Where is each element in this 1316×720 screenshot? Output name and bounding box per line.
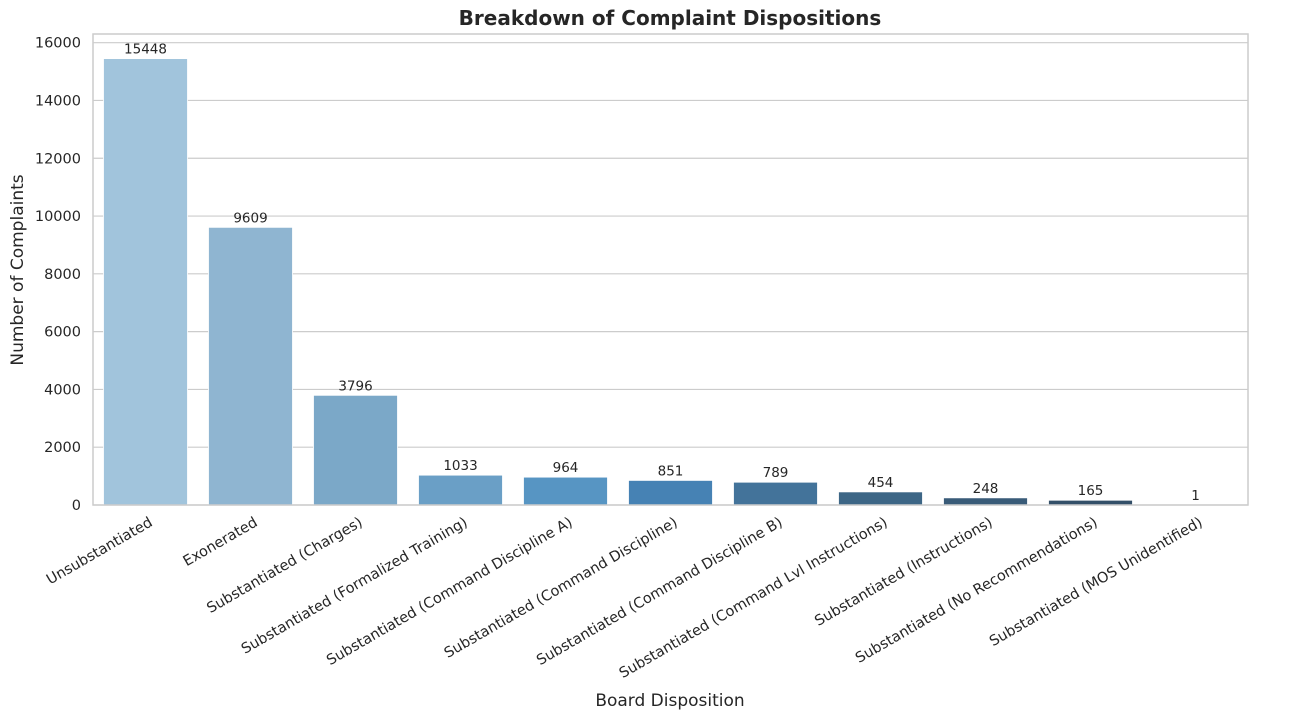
data-label: 454	[868, 475, 894, 491]
data-label: 248	[973, 481, 999, 497]
bar	[313, 394, 398, 506]
data-label: 789	[763, 465, 789, 481]
bar	[838, 491, 923, 506]
y-tick-label: 0	[72, 498, 81, 514]
x-tick-label: Substantiated (MOS Unidentified)	[987, 515, 1206, 650]
y-tick-label: 4000	[44, 382, 81, 398]
data-labels: 15448 9609 3796 1033 964 851 789 454 248 165 1	[124, 42, 1200, 504]
x-tick-label: Exonerated	[181, 515, 261, 570]
data-label: 15448	[124, 42, 167, 58]
bar	[418, 474, 503, 506]
data-label: 165	[1078, 483, 1104, 499]
bar	[943, 497, 1028, 506]
plot-frame	[92, 33, 1249, 506]
data-label: 851	[658, 463, 684, 479]
data-label: 964	[553, 460, 579, 476]
bar	[628, 480, 713, 506]
x-tick-label: Substantiated (Instructions)	[812, 515, 995, 630]
chart-title: Breakdown of Complaint Dispositions	[459, 6, 882, 30]
y-tick-label: 10000	[35, 209, 81, 225]
data-label: 1	[1191, 488, 1200, 504]
data-label: 3796	[338, 378, 372, 394]
x-tick-label: Substantiated (Formalized Training)	[239, 515, 471, 658]
data-label: 1033	[443, 458, 477, 474]
bar	[523, 476, 608, 506]
bar	[208, 226, 293, 506]
y-axis-ticks: 0 2000 4000 6000 8000 10000 12000 14000 16000	[35, 36, 81, 514]
y-tick-label: 14000	[35, 93, 81, 109]
y-tick-label: 6000	[44, 325, 81, 341]
y-axis-label: Number of Complaints	[8, 174, 28, 365]
x-axis-label: Board Disposition	[595, 691, 744, 711]
bars	[103, 58, 1238, 506]
bar	[733, 481, 818, 506]
data-label: 9609	[233, 210, 267, 226]
x-tick-label: Unsubstantiated	[44, 515, 155, 589]
y-tick-label: 2000	[44, 440, 81, 456]
y-tick-label: 16000	[35, 36, 81, 52]
bar	[103, 58, 188, 506]
y-tick-label: 12000	[35, 151, 81, 167]
y-tick-label: 8000	[44, 267, 81, 283]
